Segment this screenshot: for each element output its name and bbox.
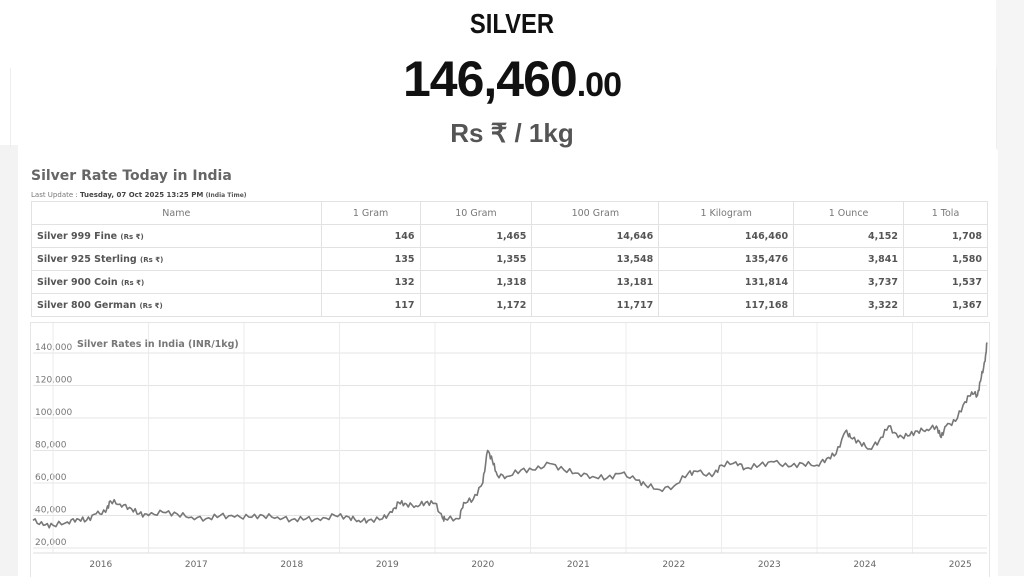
x-tick-label: 2023 [758, 560, 781, 570]
x-tick-label: 2022 [662, 560, 685, 570]
row-name-cell: Silver 900 Coin (Rs ₹) [31, 270, 322, 294]
timezone: (India Time) [205, 192, 247, 199]
currency-suffix: (Rs ₹) [139, 301, 163, 310]
rate-cell: 11,717 [531, 293, 660, 317]
rate-cell: 117 [320, 293, 421, 317]
x-tick-label: 2018 [280, 560, 303, 570]
x-tick-label: 2016 [89, 560, 112, 570]
last-update-value: Tuesday, 07 Oct 2025 13:25 PM [79, 191, 204, 199]
rate-cell: 13,181 [531, 270, 660, 294]
row-name: Silver 900 Coin [37, 276, 118, 288]
rate-cell: 135 [320, 247, 421, 271]
row-name-cell: Silver 800 German (Rs ₹) [31, 293, 322, 317]
rate-cell: 1,318 [419, 270, 533, 294]
x-tick-label: 2024 [853, 560, 876, 570]
price-main: 146,460 [402, 51, 578, 107]
rate-cell: 3,841 [793, 247, 905, 271]
x-tick-label: 2025 [949, 560, 972, 570]
rate-cell: 132 [320, 270, 421, 294]
table-row: Silver 925 Sterling (Rs ₹) 135 1,355 13,548… [31, 247, 988, 271]
y-tick-label: 80,000 [35, 441, 67, 451]
rate-cell: 146,460 [658, 224, 795, 248]
row-name-cell: Silver 999 Fine (Rs ₹) [31, 224, 322, 248]
section-title: Silver Rate Today in India [31, 168, 232, 184]
rate-cell: 146 [320, 224, 421, 248]
currency-suffix: (Rs ₹) [140, 255, 164, 264]
table-header-row: Name 1 Gram 10 Gram 100 Gram 1 Kilogram 1 Oun… [31, 201, 988, 225]
current-price: 146,460.00 [0, 50, 1024, 108]
rate-cell: 117,168 [658, 293, 795, 317]
rate-cell: 1,580 [903, 247, 988, 271]
rates-table: Name 1 Gram 10 Gram 100 Gram 1 Kilogram 1 Oun… [31, 201, 988, 317]
page-scroll-area [996, 0, 1024, 576]
table-row: Silver 800 German (Rs ₹) 117 1,172 11,717 11… [31, 293, 988, 317]
y-tick-label: 140,000 [35, 343, 72, 353]
y-tick-label: 120,000 [35, 376, 72, 386]
row-name: Silver 800 German [37, 299, 137, 311]
row-name-cell: Silver 925 Sterling (Rs ₹) [31, 247, 322, 271]
price-hero-box [10, 68, 997, 148]
rate-cell: 1,355 [419, 247, 533, 271]
column-header: 1 Gram [320, 201, 421, 225]
column-header: 1 Ounce [793, 201, 905, 225]
rate-cell: 3,322 [793, 293, 905, 317]
x-tick-label: 2020 [471, 560, 494, 570]
price-unit: Rs ₹ / 1kg [450, 118, 574, 148]
metal-name: SILVER [469, 8, 555, 39]
y-tick-label: 40,000 [35, 506, 67, 516]
x-tick-label: 2017 [185, 560, 208, 570]
rate-cell: 3,737 [793, 270, 905, 294]
column-header: 1 Tola [903, 201, 988, 225]
chart-title: Silver Rates in India (INR/1kg) [77, 339, 239, 350]
x-tick-label: 2019 [376, 560, 399, 570]
last-update: Last Update : Tuesday, 07 Oct 2025 13:25… [31, 191, 247, 199]
price-series-line [32, 342, 988, 529]
row-name: Silver 999 Fine [37, 230, 118, 242]
column-header: Name [31, 201, 322, 225]
currency-suffix: (Rs ₹) [120, 278, 145, 287]
table-row: Silver 900 Coin (Rs ₹) 132 1,318 13,181 131,… [31, 270, 988, 294]
rate-cell: 135,476 [658, 247, 795, 271]
rate-cell: 1,537 [903, 270, 988, 294]
rate-cell: 131,814 [658, 270, 795, 294]
column-header: 1 Kilogram [658, 201, 795, 225]
rate-cell: 1,465 [419, 224, 533, 248]
price-decimal: .00 [576, 66, 622, 104]
y-tick-label: 60,000 [35, 473, 67, 483]
rate-cell: 1,172 [419, 293, 533, 317]
price-chart: 20,000 40,000 60,000 80,000 100,000 120,000 14… [30, 322, 990, 577]
last-update-label: Last Update : [31, 191, 78, 199]
x-tick-label: 2021 [567, 560, 590, 570]
page-margin-left [0, 145, 18, 576]
currency-suffix: (Rs ₹) [120, 232, 144, 241]
rate-cell: 14,646 [531, 224, 660, 248]
y-tick-label: 20,000 [35, 538, 67, 548]
rate-cell: 13,548 [531, 247, 660, 271]
column-header: 10 Gram [419, 201, 533, 225]
row-name: Silver 925 Sterling [37, 253, 137, 265]
rate-cell: 1,367 [903, 293, 988, 317]
chart-svg: 20,000 40,000 60,000 80,000 100,000 120,000 14… [32, 323, 988, 570]
column-header: 100 Gram [531, 201, 660, 225]
rate-cell: 1,708 [903, 224, 988, 248]
rate-cell: 4,152 [793, 224, 905, 248]
table-row: Silver 999 Fine (Rs ₹) 146 1,465 14,646 146,… [31, 224, 988, 248]
y-tick-label: 100,000 [35, 408, 72, 418]
